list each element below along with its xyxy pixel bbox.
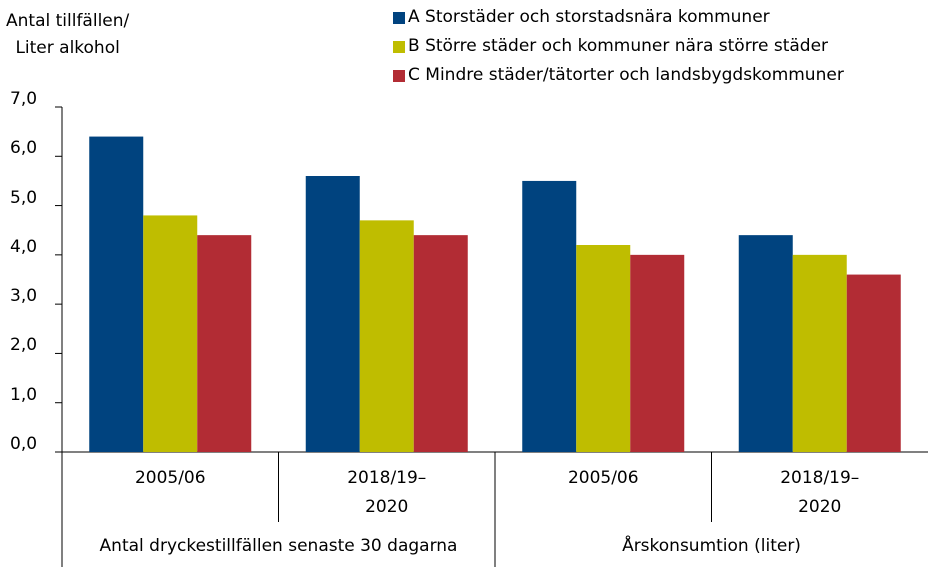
legend-label: A Storstäder och storstadsnära kommuner bbox=[408, 7, 770, 27]
y-tick-label: 7,0 bbox=[10, 89, 38, 109]
y-tick-label: 4,0 bbox=[10, 236, 38, 257]
bar bbox=[630, 254, 685, 452]
category-group-label: Årskonsumtion (liter) bbox=[622, 536, 801, 556]
x-tick-label: 2018/19– 2020 bbox=[347, 468, 427, 517]
legend-label: B Större städer och kommuner nära större… bbox=[408, 36, 829, 56]
bar bbox=[197, 235, 252, 452]
legend-label: C Mindre städer/tätorter och landsbygdsk… bbox=[408, 65, 844, 85]
x-tick-label: 2005/06 bbox=[567, 468, 639, 488]
bar bbox=[359, 220, 414, 452]
bar bbox=[738, 235, 793, 452]
bar bbox=[792, 254, 847, 452]
y-tick-label: 3,0 bbox=[10, 286, 38, 307]
legend-swatch bbox=[393, 41, 405, 53]
x-tick-label: 2005/06 bbox=[134, 468, 206, 488]
bar bbox=[522, 180, 577, 452]
y-axis-label: Antal tillfällen/ Liter alkohol bbox=[6, 11, 130, 58]
bar bbox=[413, 235, 468, 452]
bar bbox=[143, 215, 198, 452]
category-group-label: Antal dryckestillfällen senaste 30 dagar… bbox=[99, 536, 458, 556]
y-tick-label: 1,0 bbox=[10, 384, 38, 405]
legend-swatch bbox=[393, 70, 405, 82]
bar bbox=[89, 136, 144, 453]
bar bbox=[846, 274, 901, 452]
y-tick-label: 6,0 bbox=[10, 138, 38, 159]
y-tick-label: 0,0 bbox=[10, 434, 38, 454]
y-tick-label: 5,0 bbox=[10, 187, 38, 208]
y-tick-label: 2,0 bbox=[10, 335, 38, 356]
x-tick-label: 2018/19– 2020 bbox=[780, 468, 860, 517]
bar bbox=[576, 245, 631, 452]
legend-swatch bbox=[393, 12, 405, 24]
bar bbox=[305, 176, 360, 452]
